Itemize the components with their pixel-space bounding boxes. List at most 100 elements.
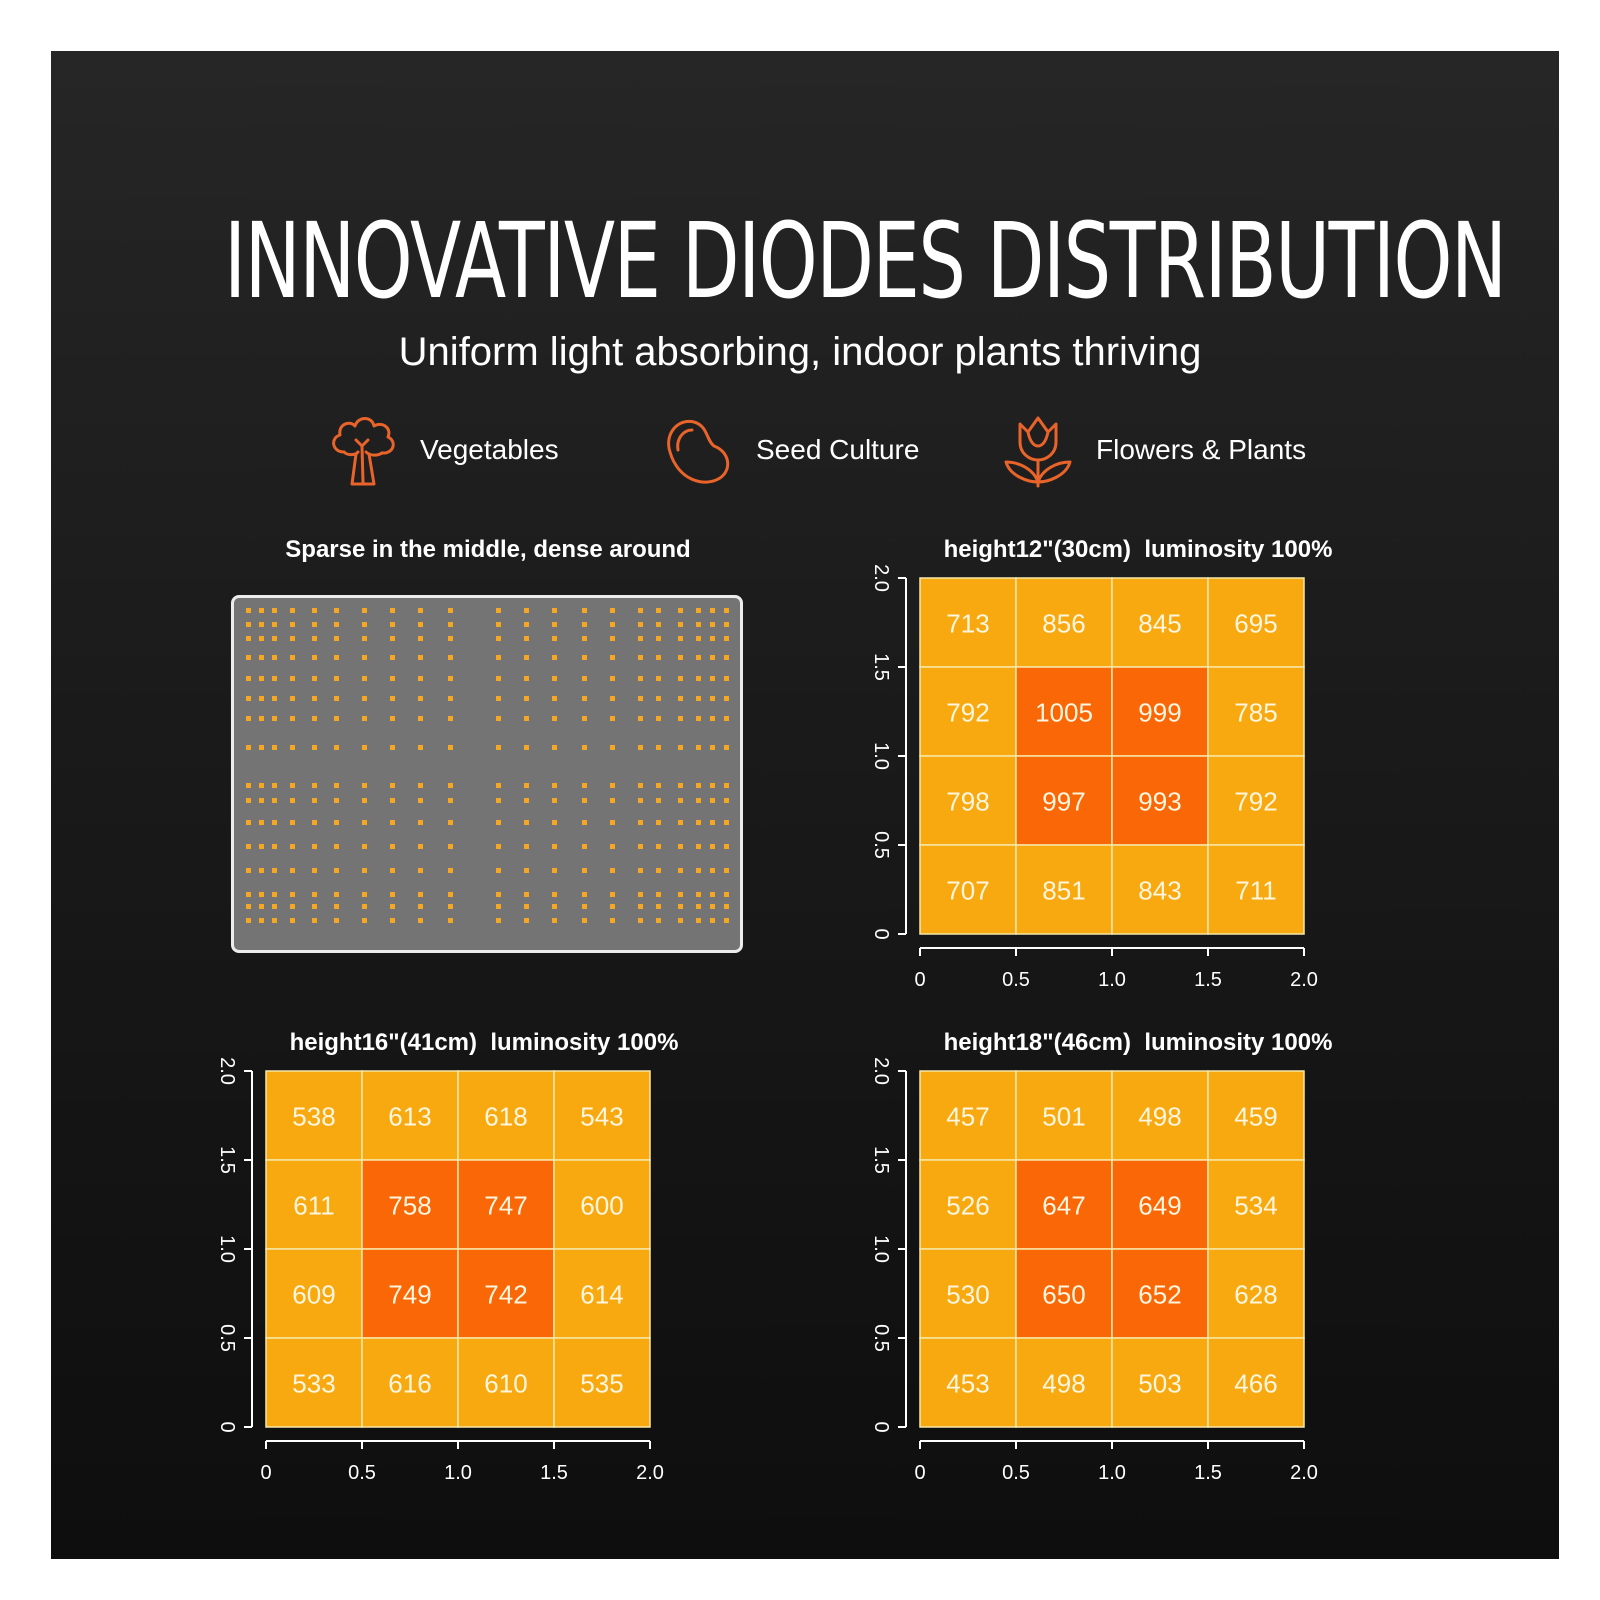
- led-diode: [710, 745, 715, 750]
- cell-value-label: 742: [484, 1280, 527, 1310]
- led-diode: [656, 745, 661, 750]
- heatmap-cell: [553, 1337, 651, 1428]
- led-diode: [418, 622, 423, 627]
- led-diode: [524, 820, 529, 825]
- led-diode: [246, 716, 251, 721]
- cell-value-label: 695: [1234, 609, 1277, 639]
- heatmap-cell: [1207, 1248, 1305, 1339]
- led-diode: [246, 904, 251, 909]
- led-diode: [334, 676, 339, 681]
- led-diode: [362, 783, 367, 788]
- led-diode: [448, 783, 453, 788]
- led-diode: [710, 844, 715, 849]
- led-diode: [552, 844, 557, 849]
- cell-value-label: 758: [388, 1191, 431, 1221]
- led-diode: [290, 918, 295, 923]
- led-diode: [656, 696, 661, 701]
- led-diode: [496, 844, 501, 849]
- heatmap-title-46cm: height18"(46cm) luminosity 100%: [943, 1029, 1333, 1056]
- heatmap-30cm: 713 856 845 695 792 1005 999 785 798 997 993 792 707…: [870, 564, 1318, 991]
- led-diode: [362, 696, 367, 701]
- led-diode: [362, 798, 367, 803]
- led-diode: [290, 608, 295, 613]
- x-tick-label: 1.5: [1194, 969, 1222, 991]
- led-diode: [610, 892, 615, 897]
- led-diode: [312, 676, 317, 681]
- led-diode: [272, 622, 277, 627]
- led-diode: [524, 636, 529, 641]
- led-diode: [724, 820, 729, 825]
- led-diode: [272, 655, 277, 660]
- cell-value-label: 613: [388, 1102, 431, 1132]
- led-diode: [390, 892, 395, 897]
- cell-value-label: 534: [1234, 1191, 1277, 1221]
- led-diode: [362, 820, 367, 825]
- led-diode: [496, 918, 501, 923]
- led-diode: [259, 636, 264, 641]
- led-diode: [696, 798, 701, 803]
- led-diode: [696, 783, 701, 788]
- led-diode: [312, 798, 317, 803]
- x-tick-label: 0.5: [1002, 1462, 1030, 1484]
- led-diode: [524, 783, 529, 788]
- led-diode: [418, 904, 423, 909]
- led-diode: [496, 636, 501, 641]
- led-diode: [552, 622, 557, 627]
- led-diode: [524, 745, 529, 750]
- led-diode: [448, 892, 453, 897]
- heatmap-cell: [1111, 844, 1209, 935]
- led-diode: [610, 745, 615, 750]
- led-diode: [362, 844, 367, 849]
- y-tick-label: 1.0: [216, 1235, 238, 1263]
- led-diode: [448, 696, 453, 701]
- led-diode: [656, 798, 661, 803]
- cell-value-label: 1005: [1035, 698, 1093, 728]
- heatmap-cell: [1111, 577, 1209, 668]
- led-diode: [552, 918, 557, 923]
- led-diode: [582, 798, 587, 803]
- led-diode: [496, 892, 501, 897]
- category-flowers-plants: Flowers & Plants: [998, 410, 1306, 490]
- heatmap-cell: [1015, 1248, 1113, 1339]
- y-tick-label: 2.0: [870, 564, 892, 592]
- led-diode: [246, 622, 251, 627]
- led-diode: [582, 608, 587, 613]
- led-diode: [610, 783, 615, 788]
- heatmap-cell: [1207, 844, 1305, 935]
- led-diode: [696, 622, 701, 627]
- led-diode: [678, 608, 683, 613]
- cell-value-label: 538: [292, 1102, 335, 1132]
- led-diode: [552, 904, 557, 909]
- led-diode: [362, 655, 367, 660]
- led-diode: [610, 820, 615, 825]
- cell-value-label: 498: [1138, 1102, 1181, 1132]
- led-diode: [290, 636, 295, 641]
- heatmap-cell: [1207, 1337, 1305, 1428]
- led-diode: [290, 622, 295, 627]
- category-label: Seed Culture: [756, 434, 920, 465]
- led-diode: [418, 892, 423, 897]
- led-diode: [259, 783, 264, 788]
- led-diode: [638, 820, 643, 825]
- category-label: Vegetables: [420, 434, 559, 465]
- led-diode: [290, 798, 295, 803]
- led-diode: [582, 655, 587, 660]
- y-tick-label: 1.5: [870, 653, 892, 681]
- led-diode: [638, 892, 643, 897]
- led-diode: [524, 798, 529, 803]
- y-tick-label: 0.5: [870, 1324, 892, 1352]
- led-diode: [334, 904, 339, 909]
- category-seed-culture: Seed Culture: [658, 410, 919, 490]
- led-diode: [312, 892, 317, 897]
- cell-value-label: 535: [580, 1369, 623, 1399]
- cell-value-label: 650: [1042, 1280, 1085, 1310]
- led-diode: [448, 820, 453, 825]
- led-diode: [290, 904, 295, 909]
- led-diode: [524, 892, 529, 897]
- led-diode: [678, 904, 683, 909]
- led-diode: [448, 676, 453, 681]
- led-diode: [696, 844, 701, 849]
- led-diode: [246, 868, 251, 873]
- led-diode: [724, 798, 729, 803]
- cell-value-label: 851: [1042, 876, 1085, 906]
